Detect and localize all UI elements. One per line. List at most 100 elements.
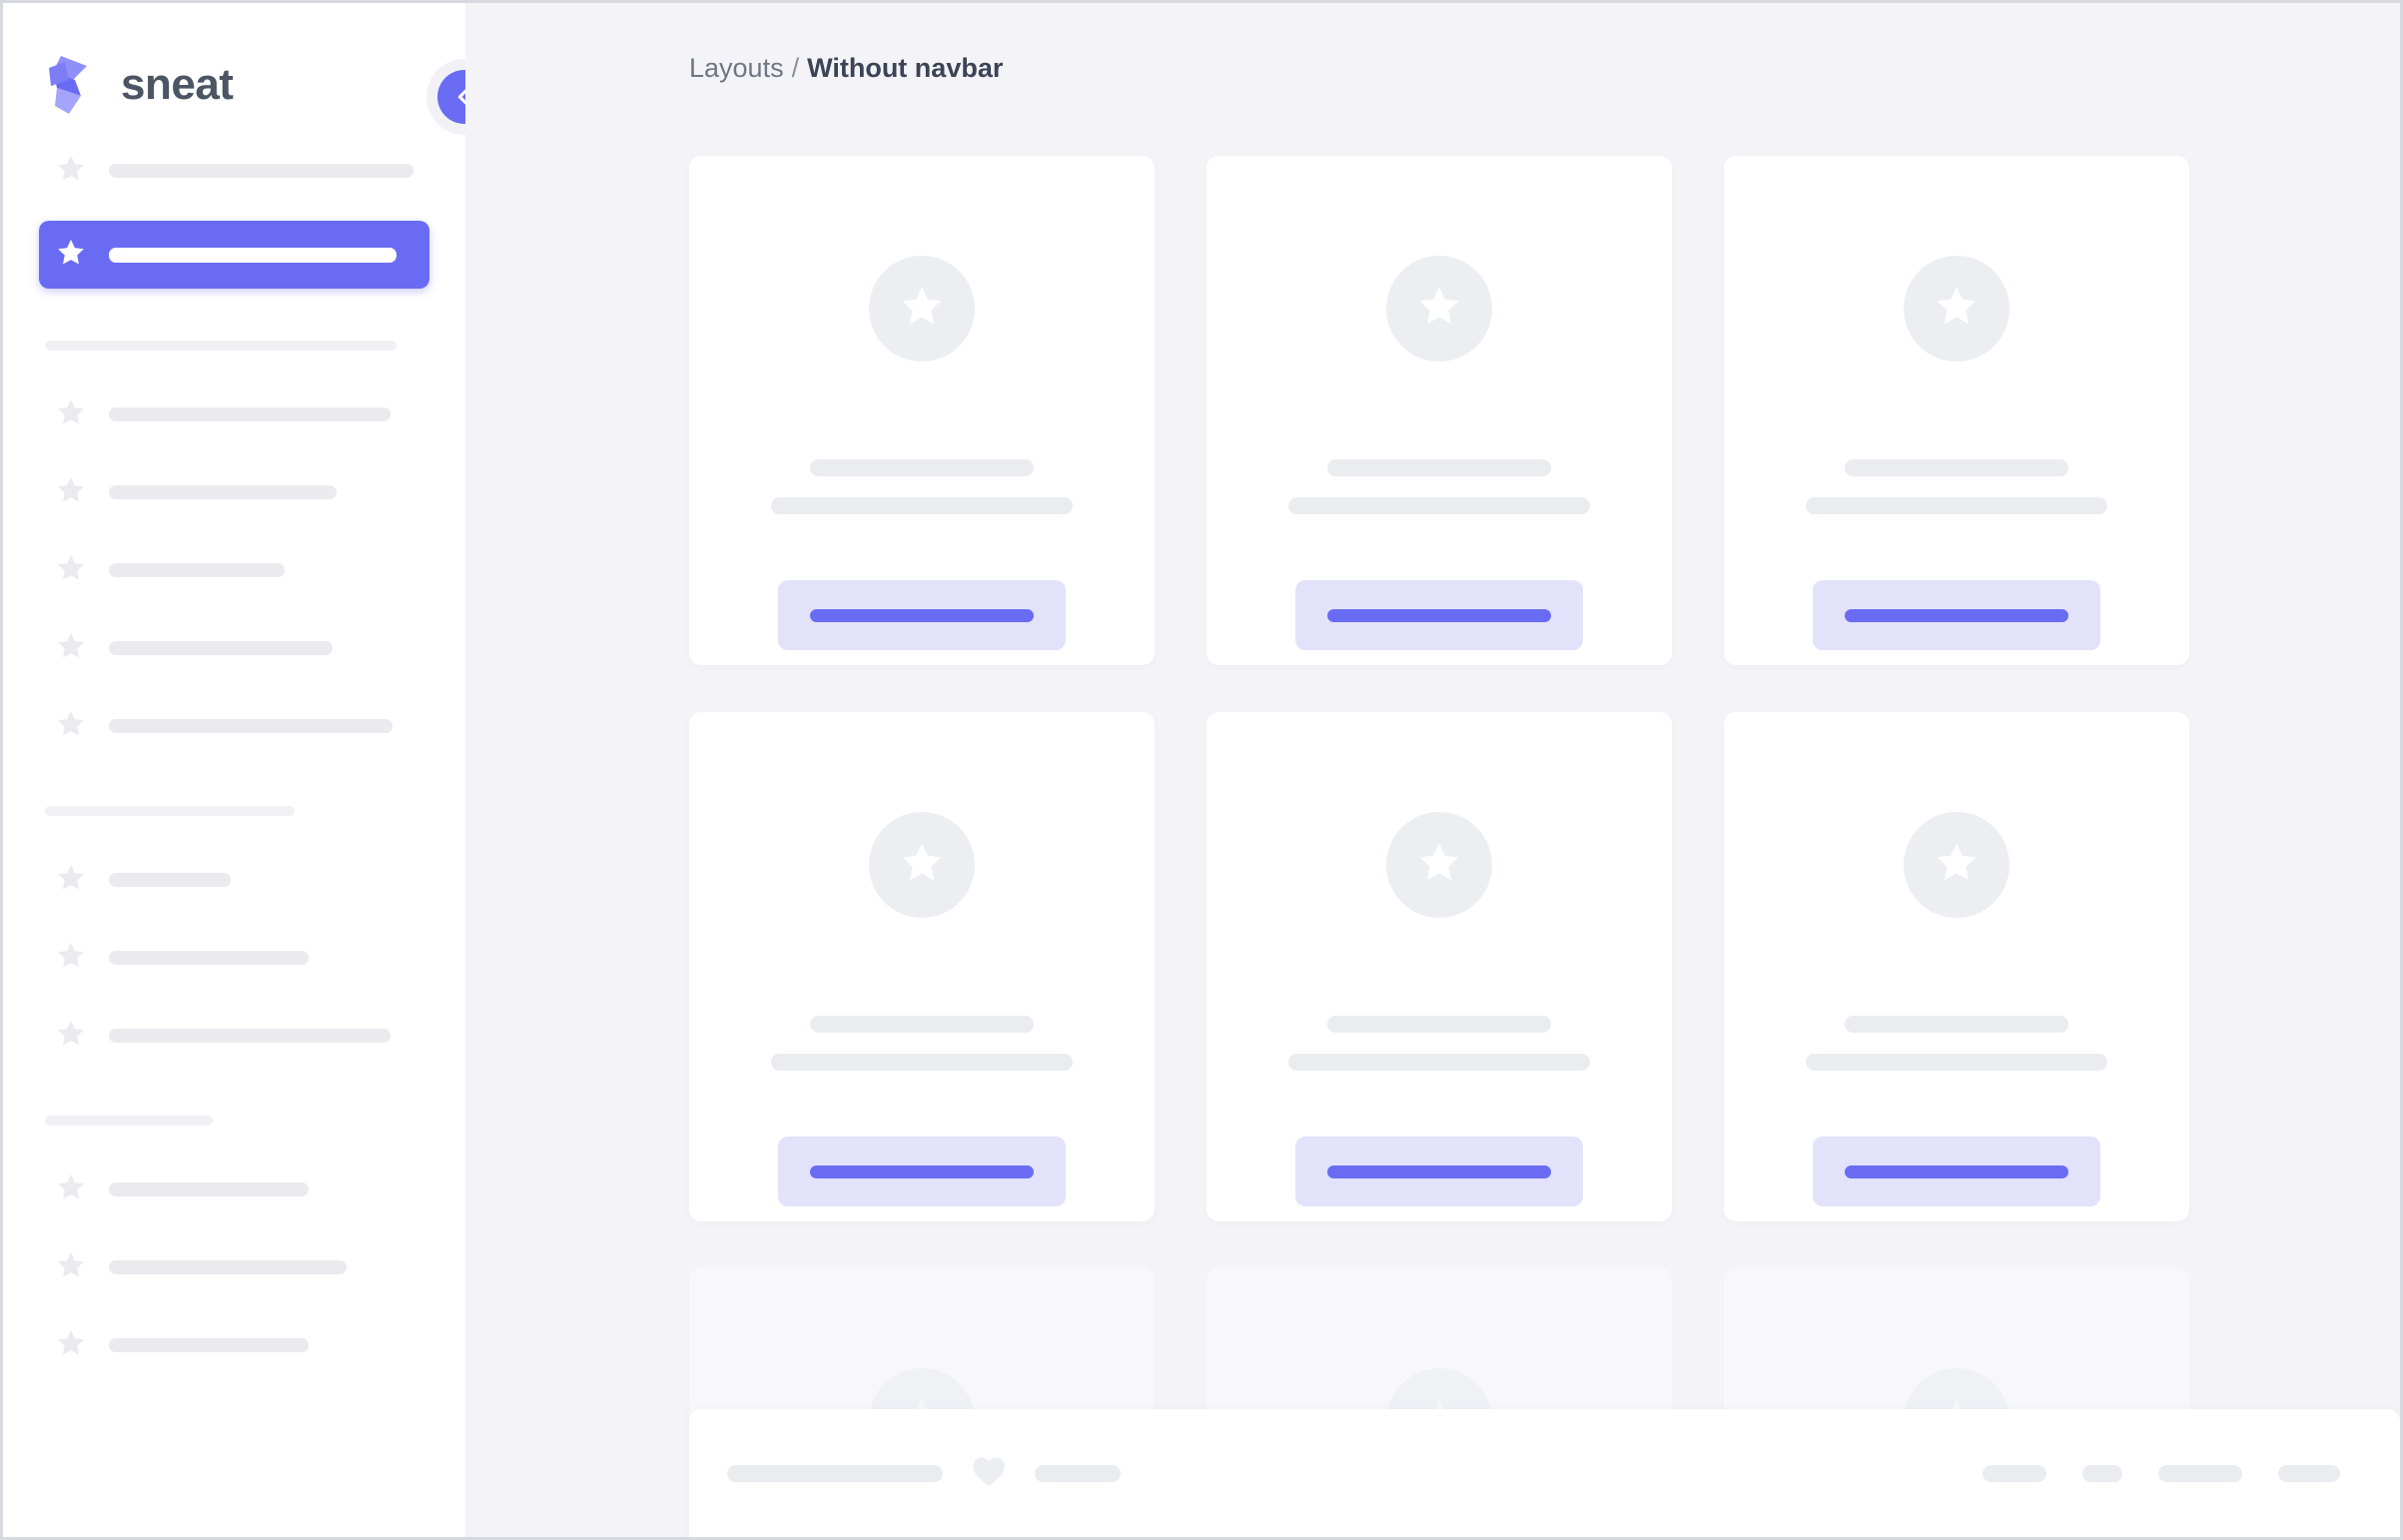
card-action-button-label bbox=[810, 608, 1034, 622]
sidebar-item-label bbox=[109, 563, 285, 577]
menu-spacer bbox=[3, 908, 465, 930]
star-icon bbox=[1415, 283, 1463, 336]
card-action-button-label bbox=[810, 1164, 1034, 1178]
breadcrumb-parent[interactable]: Layouts bbox=[689, 53, 784, 83]
heart-icon bbox=[971, 1454, 1007, 1493]
content-card[interactable] bbox=[1206, 156, 1672, 665]
footer-bar bbox=[689, 1409, 2400, 1537]
sidebar-item-label bbox=[109, 485, 337, 499]
card-title-placeholder bbox=[810, 459, 1034, 476]
card-action-button-label bbox=[1327, 608, 1551, 622]
sidebar-item[interactable] bbox=[39, 1161, 429, 1217]
star-icon bbox=[1933, 283, 1981, 336]
star-icon bbox=[55, 1327, 87, 1364]
content-card[interactable] bbox=[689, 156, 1155, 665]
card-avatar bbox=[1904, 256, 2009, 362]
sidebar-item[interactable] bbox=[39, 464, 429, 520]
breadcrumb: Layouts / Without navbar bbox=[465, 3, 2400, 82]
sidebar-item[interactable] bbox=[39, 620, 429, 676]
sidebar-item[interactable] bbox=[39, 1317, 429, 1373]
sidebar-item[interactable] bbox=[39, 930, 429, 986]
card-avatar bbox=[1904, 812, 2009, 918]
menu-spacer bbox=[3, 1217, 465, 1239]
sidebar-section-divider bbox=[45, 1116, 213, 1126]
sidebar-item[interactable] bbox=[39, 698, 429, 754]
sidebar-item-label bbox=[109, 641, 333, 655]
content-card[interactable] bbox=[1206, 712, 1672, 1221]
sidebar-item-label bbox=[109, 951, 309, 965]
star-icon bbox=[55, 1171, 87, 1208]
footer-right-link-4[interactable] bbox=[2278, 1464, 2340, 1482]
menu-spacer bbox=[3, 676, 465, 698]
card-grid bbox=[689, 156, 2189, 1537]
sidebar-item[interactable] bbox=[39, 1239, 429, 1295]
card-action-button[interactable] bbox=[1813, 1137, 2100, 1206]
menu-spacer bbox=[3, 754, 465, 806]
card-avatar bbox=[1386, 256, 1492, 362]
card-avatar bbox=[1386, 812, 1492, 918]
sidebar-item-label bbox=[109, 1182, 309, 1196]
card-subtitle-placeholder bbox=[1288, 1054, 1590, 1071]
footer-left-link-1[interactable] bbox=[727, 1464, 943, 1482]
star-icon bbox=[55, 630, 87, 667]
sidebar-item[interactable] bbox=[39, 542, 429, 598]
sidebar-item[interactable] bbox=[39, 1008, 429, 1064]
card-action-button[interactable] bbox=[778, 580, 1066, 650]
content-card[interactable] bbox=[1724, 712, 2189, 1221]
menu-spacer bbox=[3, 199, 465, 221]
footer-right-group bbox=[1983, 1464, 2340, 1482]
sidebar-item[interactable] bbox=[39, 143, 429, 199]
star-icon bbox=[55, 237, 87, 274]
sidebar-item-label bbox=[109, 247, 397, 263]
menu-spacer bbox=[3, 520, 465, 542]
card-action-button[interactable] bbox=[1295, 580, 1583, 650]
sidebar-item[interactable] bbox=[39, 386, 429, 442]
breadcrumb-separator: / bbox=[791, 53, 800, 83]
footer-left-group bbox=[727, 1454, 1121, 1493]
card-avatar bbox=[869, 256, 975, 362]
content-card[interactable] bbox=[1724, 156, 2189, 665]
card-action-button[interactable] bbox=[778, 1137, 1066, 1206]
sidebar-item-label bbox=[109, 407, 391, 421]
card-action-button[interactable] bbox=[1295, 1137, 1583, 1206]
menu-spacer bbox=[3, 289, 465, 341]
card-title-placeholder bbox=[1327, 1016, 1551, 1033]
sidebar-item-label bbox=[109, 164, 413, 178]
menu-spacer bbox=[3, 121, 465, 143]
star-icon bbox=[55, 474, 87, 511]
card-action-button-label bbox=[1327, 1164, 1551, 1178]
card-title-placeholder bbox=[1845, 459, 2068, 476]
sidebar-item-label bbox=[109, 1338, 309, 1352]
footer-left-link-3[interactable] bbox=[1035, 1464, 1121, 1482]
sidebar-item-active[interactable] bbox=[39, 221, 429, 289]
card-action-button-label bbox=[1845, 608, 2068, 622]
chevron-left-icon bbox=[437, 70, 465, 124]
menu-spacer bbox=[3, 1295, 465, 1317]
footer-right-link-3[interactable] bbox=[2158, 1464, 2242, 1482]
star-icon bbox=[898, 839, 946, 892]
sidebar-section-divider bbox=[45, 341, 397, 351]
content-card[interactable] bbox=[689, 712, 1155, 1221]
star-icon bbox=[55, 708, 87, 745]
brand[interactable]: sneat bbox=[3, 3, 465, 121]
footer-right-link-1[interactable] bbox=[1983, 1464, 2046, 1482]
card-subtitle-placeholder bbox=[771, 1054, 1073, 1071]
sidebar-menu bbox=[3, 121, 465, 1373]
breadcrumb-current: Without navbar bbox=[807, 53, 1004, 83]
sidebar-item-label bbox=[109, 1260, 347, 1274]
sneat-logo-icon bbox=[43, 54, 99, 116]
footer-right-link-2[interactable] bbox=[2082, 1464, 2122, 1482]
sidebar: sneat bbox=[3, 3, 465, 1537]
card-title-placeholder bbox=[810, 1016, 1034, 1033]
sidebar-item[interactable] bbox=[39, 852, 429, 908]
sidebar-item-label bbox=[109, 873, 231, 887]
star-icon bbox=[55, 940, 87, 977]
brand-name: sneat bbox=[121, 60, 234, 109]
card-subtitle-placeholder bbox=[1806, 497, 2107, 514]
sidebar-item-label bbox=[109, 719, 393, 733]
sidebar-item-label bbox=[109, 1029, 391, 1043]
star-icon bbox=[55, 862, 87, 899]
card-action-button[interactable] bbox=[1813, 580, 2100, 650]
card-action-button-label bbox=[1845, 1164, 2068, 1178]
card-subtitle-placeholder bbox=[1288, 497, 1590, 514]
